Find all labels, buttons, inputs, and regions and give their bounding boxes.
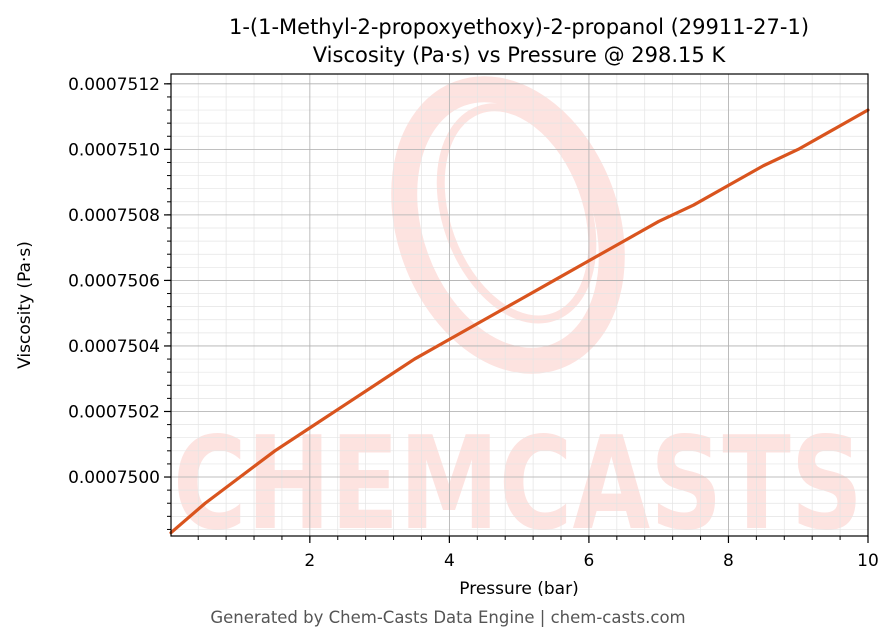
footer-credit: Generated by Chem-Casts Data Engine | ch… [210, 608, 686, 627]
plot-frame [170, 73, 869, 537]
y-tick-label: 0.0007508 [68, 206, 160, 226]
axis-ticks: 2 4 6 8 10 0.0007500 0.0007502 0.0007504 0.00075… [68, 75, 879, 571]
y-tick-label: 0.0007504 [68, 337, 160, 357]
x-tick-label: 2 [304, 551, 315, 571]
x-tick-label: 4 [444, 551, 455, 571]
y-tick-label: 0.0007506 [68, 271, 160, 291]
y-tick-label: 0.0007500 [68, 468, 160, 488]
x-tick-label: 6 [584, 551, 595, 571]
major-grid [171, 74, 868, 536]
y-tick-label: 0.0007502 [68, 402, 160, 422]
x-axis-label: Pressure (bar) [459, 579, 578, 599]
y-tick-label: 0.0007510 [68, 140, 160, 160]
series-layer [169, 108, 870, 535]
chart-subtitle: Viscosity (Pa·s) vs Pressure @ 298.15 K [313, 43, 727, 67]
series-line [169, 108, 870, 535]
x-tick-label: 8 [723, 551, 734, 571]
x-tick-label: 10 [857, 551, 879, 571]
y-axis-label: Viscosity (Pa·s) [15, 241, 35, 369]
watermark-text: CHEMCASTS [173, 410, 863, 559]
chart-title: 1-(1-Methyl-2-propoxyethoxy)-2-propanol … [229, 15, 809, 39]
y-tick-label: 0.0007512 [68, 75, 160, 95]
